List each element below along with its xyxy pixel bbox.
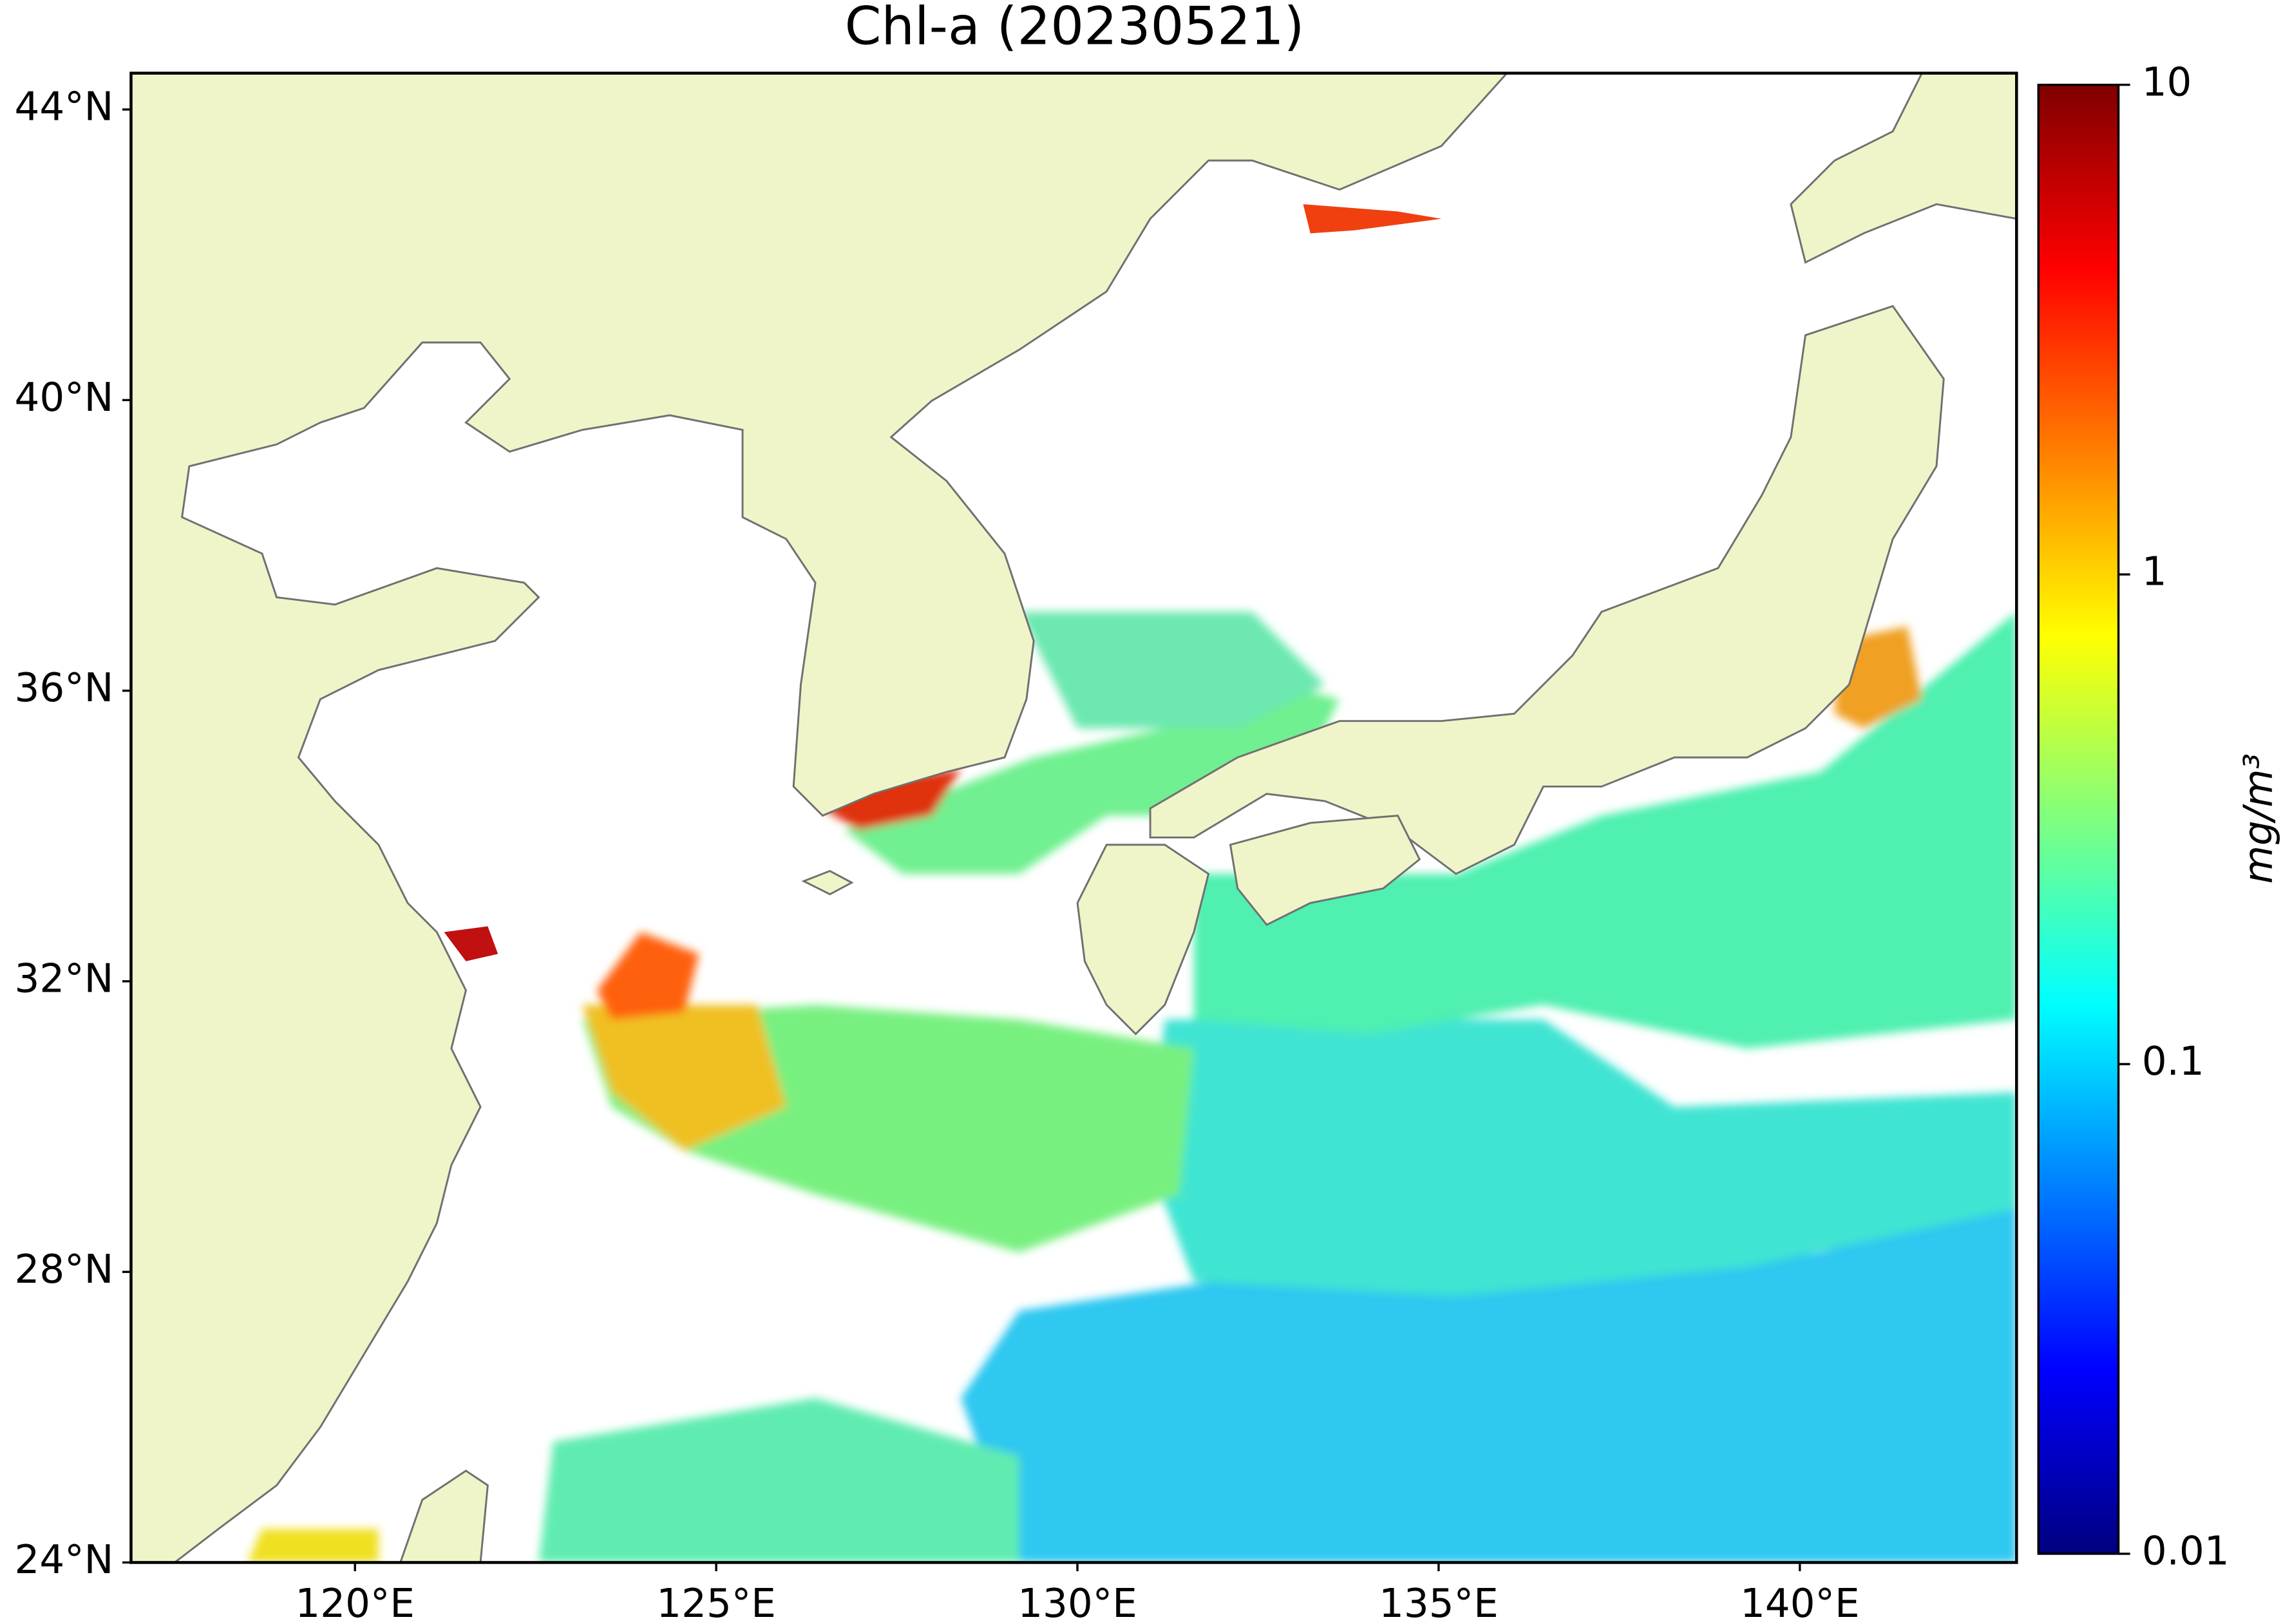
chl-patch — [538, 1397, 1019, 1563]
colorbar-tick-label: 1 — [2142, 549, 2167, 595]
y-tick-label: 40°N — [15, 375, 114, 420]
land-jeju — [801, 869, 854, 896]
y-tick-label: 44°N — [15, 84, 114, 130]
land-honshu — [1149, 305, 1945, 875]
x-tick-label: 125°E — [656, 1581, 776, 1624]
map-frame — [129, 71, 2018, 1564]
chl-patch — [596, 932, 699, 1020]
colorbar-tick-label: 10 — [2142, 59, 2192, 105]
colorbar — [2037, 84, 2120, 1555]
map-area — [131, 73, 2017, 1563]
colorbar-tick-label: 0.01 — [2142, 1528, 2230, 1574]
chl-patch — [444, 926, 498, 961]
chl-patch — [844, 685, 1340, 874]
x-tick-label: 120°E — [295, 1581, 415, 1624]
chl-patch — [1303, 204, 1442, 234]
land-taiwan — [399, 1469, 489, 1563]
land-mainland — [131, 73, 1508, 1563]
x-tick-label: 135°E — [1379, 1581, 1499, 1624]
y-tick-label: 28°N — [15, 1247, 114, 1292]
chl-patch — [1193, 612, 2017, 1049]
chl-patch — [582, 1005, 786, 1151]
y-tick-label: 36°N — [15, 665, 114, 711]
colorbar-label: mg/m³ — [2236, 753, 2282, 884]
chl-patch — [247, 1529, 379, 1563]
x-tick-label: 140°E — [1740, 1581, 1860, 1624]
title: Chl-a (20230521) — [845, 0, 1305, 57]
chl-patch — [822, 769, 962, 831]
x-tick-label: 130°E — [1018, 1581, 1137, 1624]
land-kyushu — [1076, 844, 1210, 1035]
y-tick-label: 32°N — [15, 956, 114, 1001]
y-tick-label: 24°N — [15, 1537, 114, 1583]
chl-patch — [1019, 612, 1325, 729]
land-hokkaido — [1790, 73, 2017, 264]
colorbar-tick-label: 0.1 — [2142, 1039, 2204, 1084]
chl-patch — [1150, 1019, 2017, 1296]
chlorophyll-field — [247, 612, 2017, 1563]
land-shikoku — [1229, 815, 1421, 927]
